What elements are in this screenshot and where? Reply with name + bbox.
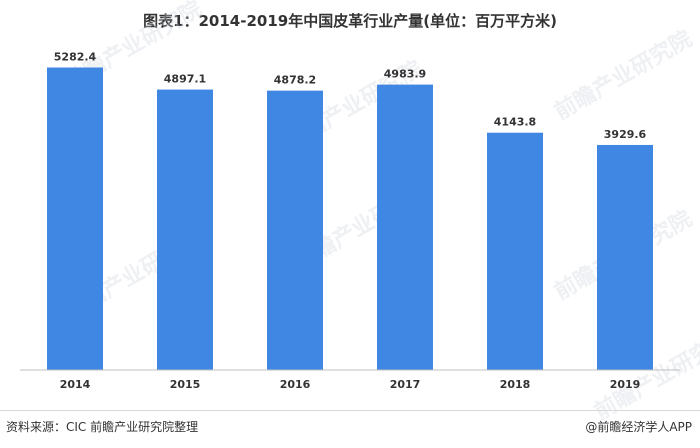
x-tick-labels: 2014 2015 2016 2017 2018 2019 xyxy=(60,378,641,391)
watermark-text: 前瞻产业研究院 xyxy=(550,26,696,126)
footer-divider xyxy=(0,410,700,411)
data-labels: 5282.4 4897.1 4878.2 4983.9 4143.8 3929.6 xyxy=(54,51,647,141)
x-tick-2014: 2014 xyxy=(60,378,91,391)
bar-2016 xyxy=(267,90,323,370)
data-label-2015: 4897.1 xyxy=(164,73,206,86)
x-tick-2019: 2019 xyxy=(610,378,641,391)
chart-title: 图表1：2014-2019年中国皮革行业产量(单位：百万平方米) xyxy=(143,12,557,30)
bar-2017 xyxy=(377,84,433,371)
source-note: 资料来源：CIC 前瞻产业研究院整理 xyxy=(6,420,199,434)
credit-note: @前瞻经济学人APP xyxy=(585,420,692,434)
data-label-2016: 4878.2 xyxy=(274,74,316,87)
data-label-2014: 5282.4 xyxy=(54,51,97,64)
data-label-2018: 4143.8 xyxy=(494,116,536,129)
x-tick-2017: 2017 xyxy=(390,378,421,391)
bar-2018 xyxy=(487,132,543,370)
data-label-2017: 4983.9 xyxy=(384,68,426,81)
data-label-2019: 3929.6 xyxy=(604,128,647,141)
bar-2019 xyxy=(597,144,653,370)
bars xyxy=(47,67,653,371)
x-tick-2018: 2018 xyxy=(500,378,531,391)
x-tick-2015: 2015 xyxy=(170,378,201,391)
bar-2014 xyxy=(47,67,103,370)
x-tick-2016: 2016 xyxy=(280,378,311,391)
bar-2015 xyxy=(157,89,213,370)
